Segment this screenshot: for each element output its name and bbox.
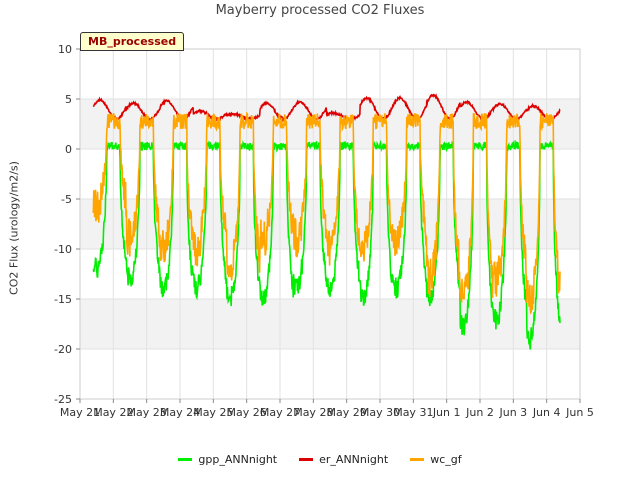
x-tick-label: May 24 bbox=[160, 406, 200, 419]
x-tick-label: Jun 1 bbox=[432, 406, 461, 419]
y-tick-label: -10 bbox=[54, 243, 72, 256]
x-tick-label: May 21 bbox=[60, 406, 100, 419]
legend: gpp_ANNnight er_ANNnight wc_gf bbox=[0, 453, 640, 466]
y-tick-label: 10 bbox=[58, 43, 72, 56]
x-tick-label: Jun 5 bbox=[565, 406, 594, 419]
legend-item-wc: wc_gf bbox=[410, 453, 462, 466]
legend-label-wc: wc_gf bbox=[430, 453, 462, 466]
y-tick-label: -15 bbox=[54, 293, 72, 306]
x-tick-label: May 22 bbox=[93, 406, 133, 419]
y-tick-label: 0 bbox=[65, 143, 72, 156]
legend-item-gpp: gpp_ANNnight bbox=[178, 453, 277, 466]
legend-swatch-er bbox=[299, 458, 314, 461]
x-tick-label: May 30 bbox=[360, 406, 400, 419]
x-tick-label: May 28 bbox=[293, 406, 333, 419]
chart-title: Mayberry processed CO2 Fluxes bbox=[215, 3, 425, 18]
x-tick-label: Jun 4 bbox=[532, 406, 561, 419]
x-tick-label: May 29 bbox=[327, 406, 367, 419]
y-tick-label: -5 bbox=[61, 193, 72, 206]
legend-swatch-wc bbox=[410, 458, 425, 461]
plot-band bbox=[80, 99, 580, 149]
y-tick-label: -25 bbox=[54, 393, 72, 406]
x-tick-label: Jun 3 bbox=[498, 406, 527, 419]
plot-band bbox=[80, 299, 580, 349]
y-tick-label: -20 bbox=[54, 343, 72, 356]
x-tick-label: Jun 2 bbox=[465, 406, 494, 419]
dataset-tag: MB_processed bbox=[80, 32, 185, 51]
x-tick-label: May 26 bbox=[227, 406, 267, 419]
legend-label-er: er_ANNnight bbox=[319, 453, 389, 466]
legend-label-gpp: gpp_ANNnight bbox=[198, 453, 278, 466]
plot-frame bbox=[79, 48, 581, 400]
x-tick-label: May 23 bbox=[127, 406, 167, 419]
x-tick-label: May 25 bbox=[193, 406, 233, 419]
legend-swatch-gpp bbox=[178, 458, 193, 461]
x-tick-label: May 31 bbox=[393, 406, 433, 419]
y-tick-label: 5 bbox=[65, 93, 72, 106]
legend-item-er: er_ANNnight bbox=[299, 453, 388, 466]
series-line-wc bbox=[92, 111, 561, 315]
x-tick-label: May 27 bbox=[260, 406, 300, 419]
series-line-gpp bbox=[92, 139, 561, 350]
